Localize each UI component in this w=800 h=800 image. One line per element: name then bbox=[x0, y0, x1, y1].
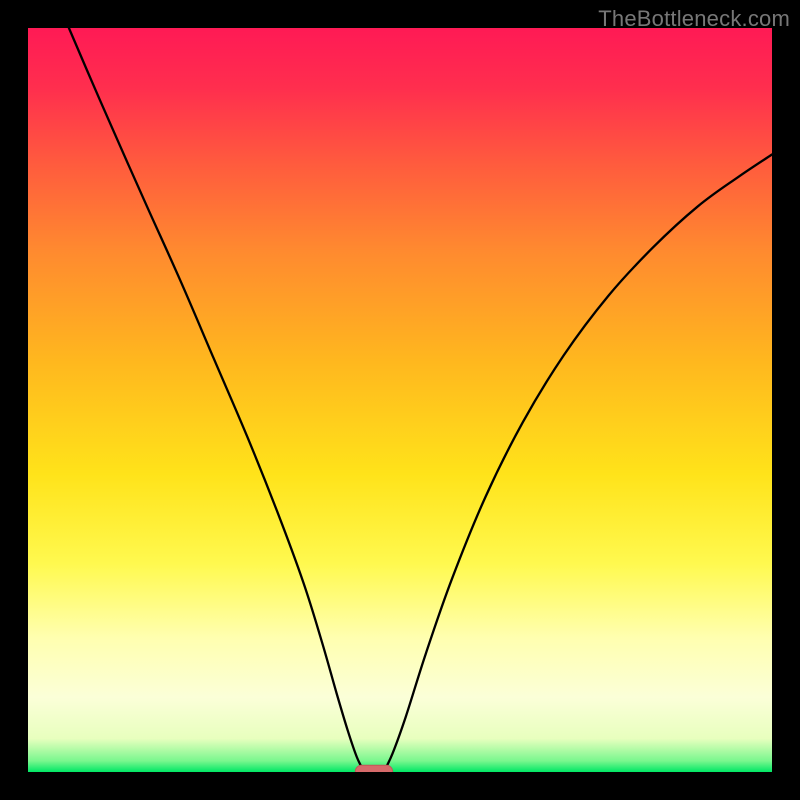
plot-svg bbox=[0, 0, 800, 800]
chart-container: { "watermark": { "text": "TheBottleneck.… bbox=[0, 0, 800, 800]
watermark-text: TheBottleneck.com bbox=[598, 6, 790, 32]
plot-gradient-background bbox=[28, 28, 772, 772]
optimal-zone-marker bbox=[355, 765, 392, 778]
